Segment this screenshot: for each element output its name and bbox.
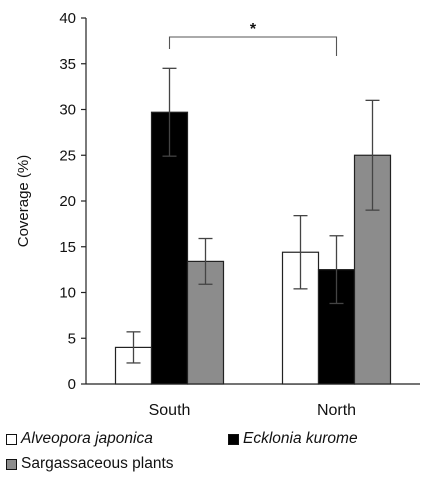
legend-swatch-alveopora [6, 433, 17, 445]
legend-item-alveopora: Alveopora japonica [6, 430, 153, 448]
y-tick-label: 30 [59, 102, 76, 119]
legend-label-sargassaceous: Sargassaceous plants [21, 455, 174, 472]
y-tick-label: 15 [59, 239, 76, 256]
legend-swatch-ecklonia [228, 433, 239, 445]
y-axis-title: Coverage (%) [15, 155, 32, 248]
bar-south-1 [150, 111, 189, 385]
legend-item-ecklonia: Ecklonia kurome [228, 430, 358, 448]
significance-bracket [168, 36, 338, 56]
chart-axes: 0 5 10 15 20 25 30 35 40 Coverage (%) South North [15, 10, 420, 419]
significance-star: * [250, 21, 257, 38]
legend-label-alveopora: Alveopora japonica [21, 430, 153, 447]
bar-chart: 0 5 10 15 20 25 30 35 40 Coverage (%) South North * [15, 10, 420, 419]
y-tick-label: 25 [59, 147, 76, 164]
y-tick-label: 40 [59, 10, 76, 27]
legend-label-ecklonia: Ecklonia kurome [243, 430, 358, 447]
legend-swatch-sargassaceous [6, 458, 17, 470]
chart-annotations: * [168, 21, 338, 56]
y-tick-label: 10 [59, 285, 76, 302]
y-tick-label: 20 [59, 193, 76, 210]
x-category-label: North [317, 402, 356, 419]
chart-bars [114, 67, 392, 385]
y-tick-label: 35 [59, 56, 76, 73]
x-category-label: South [149, 402, 191, 419]
legend-item-sargassaceous: Sargassaceous plants [6, 455, 174, 473]
y-tick-label: 5 [68, 330, 76, 347]
y-tick-label: 0 [68, 376, 76, 393]
